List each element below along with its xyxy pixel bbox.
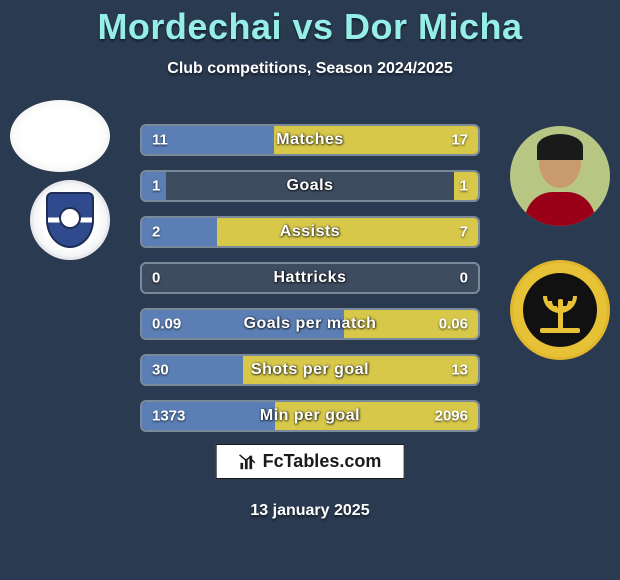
stat-value-right: 1	[460, 178, 468, 195]
stat-row: 27Assists	[140, 216, 480, 248]
stat-label: Hattricks	[142, 269, 478, 287]
stat-value-right: 2096	[435, 408, 468, 425]
stat-value-left: 11	[152, 132, 168, 149]
stat-bar-right	[274, 126, 478, 154]
stat-value-left: 30	[152, 362, 169, 379]
site-name: FcTables.com	[263, 451, 382, 472]
club-left-crest-icon	[46, 192, 94, 248]
page-subtitle: Club competitions, Season 2024/2025	[0, 60, 620, 78]
stat-value-left: 0.09	[152, 316, 181, 333]
stat-label: Goals	[142, 177, 478, 195]
stat-value-left: 0	[152, 270, 160, 287]
stat-value-left: 2	[152, 224, 160, 241]
player-left-photo	[10, 100, 110, 172]
stat-value-left: 1373	[152, 408, 185, 425]
stat-row: 1 1Goals	[140, 170, 480, 202]
stat-value-right: 13	[451, 362, 468, 379]
stat-row: 0.090.06Goals per match	[140, 308, 480, 340]
site-attribution: FcTables.com	[216, 444, 405, 479]
stat-row: 13732096Min per goal	[140, 400, 480, 432]
stat-row: 0 0Hattricks	[140, 262, 480, 294]
stat-value-right: 17	[451, 132, 468, 149]
stat-row: 3013Shots per goal	[140, 354, 480, 386]
club-left-badge	[30, 180, 110, 260]
date-label: 13 january 2025	[0, 502, 620, 520]
player-right-photo	[510, 126, 610, 226]
stat-value-right: 0	[460, 270, 468, 287]
comparison-bars: 1117Matches11Goals27Assists00Hattricks0.…	[140, 124, 480, 446]
club-right-badge	[510, 260, 610, 360]
page-title: Mordechai vs Dor Micha	[0, 0, 620, 48]
stat-value-right: 7	[460, 224, 468, 241]
stat-value-left: 1	[152, 178, 160, 195]
stat-bar-right	[217, 218, 478, 246]
stat-value-right: 0.06	[439, 316, 468, 333]
stat-bar-right	[243, 356, 478, 384]
bar-chart-icon	[239, 453, 257, 471]
stat-row: 1117Matches	[140, 124, 480, 156]
